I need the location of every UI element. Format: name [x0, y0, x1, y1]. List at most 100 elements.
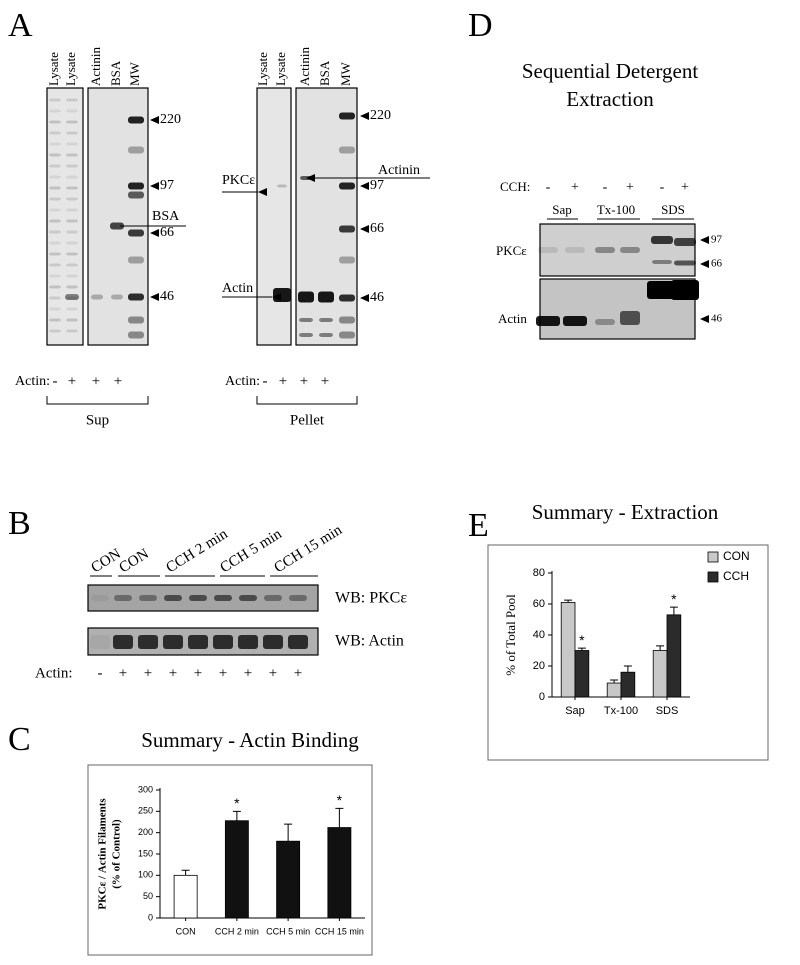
- sign: +: [300, 373, 308, 389]
- gel-band: [213, 635, 233, 649]
- gel-band: [188, 635, 208, 649]
- chart-title: Summary - Actin Binding: [141, 728, 359, 752]
- x-tick-label: CCH 2 min: [215, 926, 259, 936]
- arrow-head: [360, 182, 369, 190]
- gel-band: [289, 595, 307, 601]
- bar: [224, 820, 249, 919]
- group-label: Tx-100: [597, 202, 635, 217]
- gel-band: [66, 142, 78, 146]
- gel-band: [128, 191, 144, 199]
- y-tick-label: 250: [138, 806, 153, 816]
- gel-band: [299, 333, 313, 337]
- gel-band: [189, 595, 207, 601]
- gel-band: [128, 316, 144, 324]
- group-label: SDS: [661, 202, 685, 217]
- arrow-head: [360, 294, 369, 302]
- gel-band: [66, 252, 78, 256]
- annotation: Actin: [222, 281, 253, 296]
- y-tick-label: 300: [138, 784, 153, 794]
- gel-band: [66, 307, 78, 311]
- gel-band: [339, 256, 355, 264]
- gel-band: [128, 229, 144, 237]
- y-tick-label: 40: [533, 629, 545, 641]
- gel-band: [339, 225, 355, 233]
- gel-band: [264, 595, 282, 601]
- sign: +: [169, 665, 177, 681]
- group-label: Sup: [86, 412, 109, 428]
- gel-band: [49, 175, 61, 179]
- gel: [256, 87, 292, 346]
- x-tick-label: CCH 5 min: [266, 926, 310, 936]
- gel-band: [65, 294, 79, 300]
- y-tick-label: 0: [148, 912, 153, 922]
- bar: [606, 682, 622, 698]
- row-label: CCH:: [500, 179, 530, 194]
- gel-band: [239, 595, 257, 601]
- gel: [87, 87, 149, 346]
- gel-band: [163, 635, 183, 649]
- arrow-head: [360, 112, 369, 120]
- sign: +: [92, 373, 100, 389]
- gel-band: [66, 120, 78, 124]
- lane-label: Lysate: [255, 52, 270, 86]
- sign: +: [681, 180, 689, 195]
- lane-label: Actinin: [88, 47, 103, 86]
- bar: [276, 840, 301, 919]
- gel-band: [674, 238, 696, 246]
- gel-band: [318, 291, 334, 303]
- gel-band: [288, 635, 308, 649]
- marker-label: 220: [370, 108, 391, 123]
- title-line: Extraction: [566, 87, 654, 111]
- gel-band: [49, 274, 61, 278]
- bracket: [46, 396, 149, 405]
- gel-band: [66, 175, 78, 179]
- lane-label: MW: [338, 61, 353, 86]
- y-tick-label: 150: [138, 848, 153, 858]
- gel-band: [91, 595, 109, 601]
- gel-band: [66, 329, 78, 333]
- gel-band: [319, 333, 333, 337]
- gel-band: [595, 247, 615, 253]
- marker-label: 66: [370, 221, 384, 236]
- sign: -: [53, 373, 58, 389]
- lane-label: Lysate: [46, 52, 61, 86]
- lane-label: BSA: [108, 60, 123, 86]
- arrow-head: [150, 182, 159, 190]
- gel-band: [128, 116, 144, 124]
- gel-band: [49, 197, 61, 201]
- error-bar: [232, 810, 241, 821]
- marker-label: 46: [711, 313, 723, 325]
- gel-band: [319, 318, 333, 322]
- sign: +: [269, 665, 277, 681]
- chart-frame: [87, 764, 373, 956]
- arrow-head: [700, 260, 709, 268]
- gel-band: [671, 280, 699, 300]
- legend-label: CCH: [723, 569, 749, 583]
- marker-label: 97: [711, 234, 723, 246]
- gel-band: [49, 307, 61, 311]
- gel-band: [49, 153, 61, 157]
- y-axis-label: PKCε / Actin Filaments: [97, 798, 109, 910]
- x-tick-label: SDS: [656, 705, 679, 717]
- gel-band: [49, 318, 61, 322]
- chart-frame: [487, 544, 769, 761]
- marker-label: 97: [370, 178, 384, 193]
- lane-label: CON: [116, 546, 151, 576]
- arrow-head: [360, 225, 369, 233]
- lane-label: BSA: [317, 60, 332, 86]
- row-label: Actin:: [225, 374, 260, 389]
- lane-label: Lysate: [63, 52, 78, 86]
- gel-band: [66, 164, 78, 168]
- annotation: BSA: [152, 209, 180, 224]
- arrow-head: [700, 315, 709, 323]
- legend-label: CON: [723, 549, 750, 563]
- panel-label: C: [8, 721, 31, 758]
- error-bar: [623, 665, 632, 673]
- gel-band: [651, 236, 673, 244]
- blot-label: PKCε: [496, 243, 527, 258]
- error-bar: [284, 823, 293, 842]
- x-tick-label: CON: [176, 926, 196, 936]
- blot-label: WB: Actin: [335, 633, 404, 650]
- gel-band: [66, 263, 78, 267]
